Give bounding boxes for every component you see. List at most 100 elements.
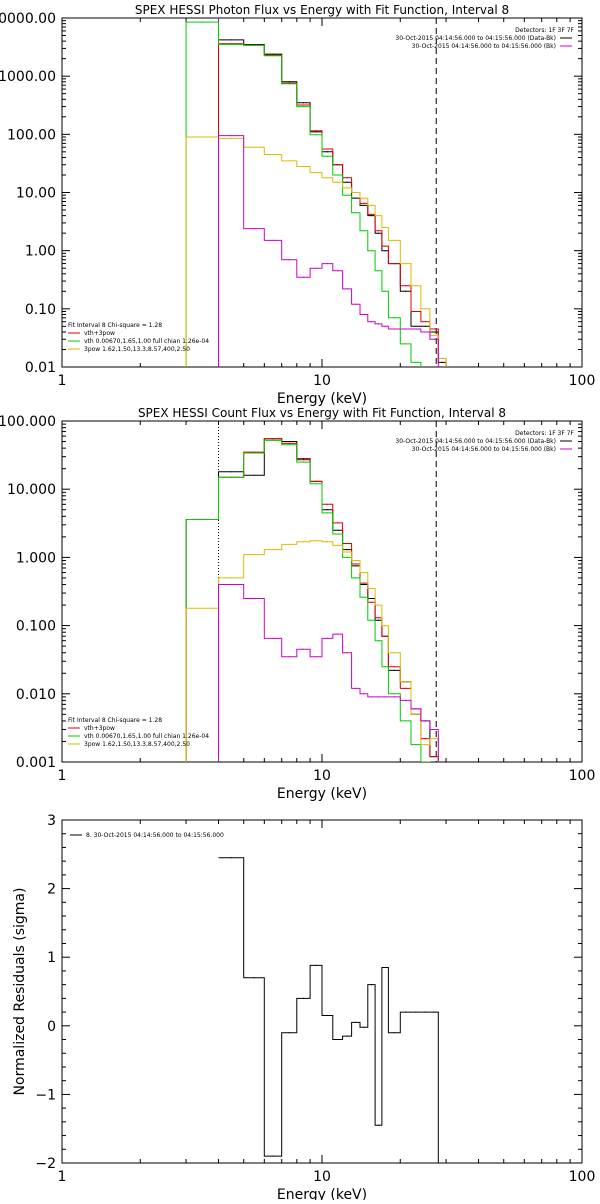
- y-tick-label: 10000.00: [0, 11, 56, 27]
- series-bin-point: [355, 559, 357, 562]
- series-bin-point: [326, 1014, 328, 1017]
- series-bin-point: [302, 997, 305, 1000]
- series-bin-point: [288, 160, 290, 162]
- series-bin-point: [363, 583, 365, 586]
- series-bin-point: [230, 471, 232, 473]
- series-bin-point: [377, 696, 380, 698]
- series-bin-point: [326, 637, 328, 640]
- series-bin-point: [424, 325, 426, 327]
- series-bin-point: [253, 474, 255, 476]
- series-bin-point: [315, 540, 317, 542]
- legend-header: Detectors: 1F 3F 7F: [515, 430, 574, 437]
- series-bin-point: [424, 761, 426, 762]
- series-bin-point: [377, 270, 380, 272]
- x-tick-label: 1: [58, 373, 67, 389]
- legend-top-left: 8. 30-Oct-2015 04:14:56.000 to 04:15:56.…: [70, 832, 224, 839]
- series-bin-point: [355, 687, 357, 690]
- series-bin-point: [377, 617, 380, 619]
- legend-entry: 8. 30-Oct-2015 04:14:56.000 to 04:15:56.…: [86, 832, 224, 839]
- x-tick-label: 10: [313, 373, 331, 389]
- series-bin-point: [384, 325, 386, 327]
- series-bin-point: [415, 713, 417, 715]
- chart-panel-2: SPEX HESSI Count Flux vs Energy with Fit…: [0, 406, 595, 802]
- series-bin-point: [253, 44, 255, 46]
- series-bin-point: [405, 285, 407, 287]
- series-bin-point: [405, 263, 407, 265]
- series-bin-point: [346, 542, 348, 545]
- series-bin-point: [315, 130, 317, 132]
- y-axis: 0.001 0.010 0.100 1.000 10.000 100.000: [0, 414, 582, 771]
- series-bin-point: [315, 267, 317, 269]
- series-bin-point: [0, 384, 1, 385]
- x-axis: 1 10 100 Energy (keV): [58, 421, 596, 802]
- series-bin-point: [302, 461, 305, 463]
- series-bin-point: [433, 331, 435, 333]
- series-bin-point: [393, 693, 395, 695]
- series-bin-point: [288, 83, 290, 85]
- series-bin-point: [384, 250, 386, 252]
- series-bin-point: [337, 544, 339, 547]
- series-bin-point: [425, 384, 426, 385]
- series-bin-point: [253, 228, 255, 230]
- series-bin-point: [355, 303, 357, 305]
- x-axis: 1 10 100 Energy (keV): [58, 820, 595, 1203]
- series-bin-point: [433, 334, 435, 336]
- y-tick-label: 1: [47, 950, 56, 966]
- series-bin-point: [230, 857, 232, 859]
- series-bin-point: [201, 136, 203, 138]
- series-bin-point: [363, 582, 365, 584]
- series-bin-point: [377, 323, 380, 325]
- legend-header: Fit Interval 8 Chi-square = 1.28: [68, 322, 162, 329]
- series-bin-point: [393, 666, 395, 668]
- y-axis: 0.01 0.10 1.00 10.00 100.00 1000.00 10000.00: [0, 11, 582, 376]
- series-bin-point: [355, 197, 357, 199]
- series-bin-point: [346, 181, 348, 183]
- series-bin-point: [415, 285, 417, 287]
- series-bin-point: [346, 652, 348, 654]
- y-tick-label: 0.10: [25, 302, 56, 318]
- series-bin-point: [363, 571, 365, 574]
- series-bin-point: [253, 451, 255, 453]
- series-bin-point: [393, 317, 395, 319]
- series-bin-point: [346, 187, 348, 189]
- series-data-bk: [218, 39, 447, 367]
- series-vth-3pow: [218, 43, 447, 367]
- x-tick-label: 100: [569, 768, 596, 784]
- series-bin-point: [377, 640, 380, 642]
- series-bin-point: [326, 509, 328, 511]
- series-bin-point: [337, 174, 339, 176]
- series-bin-point: [370, 587, 372, 590]
- series-bin-point: [288, 543, 290, 546]
- legend-entry: vth+3pow: [84, 330, 115, 337]
- y-tick-label: 100.00: [7, 127, 56, 143]
- series-bin-point: [253, 977, 255, 979]
- series-bin-point: [302, 102, 305, 104]
- series-bin-point: [201, 518, 203, 521]
- y-tick-label: 100.000: [0, 414, 56, 430]
- series-bin-point: [326, 263, 328, 265]
- legend-entry: 30-Oct-2015 04:14:56.000 to 04:15:56.000…: [412, 43, 556, 50]
- series-bin-point: [405, 681, 407, 683]
- chart-title: SPEX HESSI Count Flux vs Energy with Fit…: [138, 406, 506, 420]
- series-bin-point: [326, 155, 328, 157]
- series-bin-point: [253, 597, 255, 600]
- y-axis: −2 −1 0 1 2 3 Normalized Residuals (sigma): [12, 813, 582, 1172]
- y-tick-label: 1.000: [16, 550, 56, 566]
- legend-entry: 30-Oct-2015 04:14:56.000 to 04:15:56.000…: [395, 35, 556, 42]
- series-bin-point: [393, 1032, 395, 1034]
- series-bin-point: [326, 151, 328, 153]
- x-axis-label: Energy (keV): [277, 786, 367, 802]
- series-3pow: [185, 540, 439, 762]
- series-bin-point: [384, 666, 386, 668]
- series-bin-point: [377, 230, 380, 232]
- chart-panel-3: 1 10 100 Energy (keV) −2 −1 0 1 2 3 Normalized Res…: [12, 813, 595, 1203]
- series-bin-point: [337, 164, 339, 166]
- series-bin-point: [370, 204, 372, 206]
- series-bin-point: [315, 483, 317, 485]
- series-bin-point: [315, 131, 317, 133]
- x-tick-label: 100: [569, 373, 596, 389]
- series-bin-point: [370, 321, 372, 323]
- series-bin-point: [370, 597, 372, 600]
- series-bin-point: [253, 452, 255, 454]
